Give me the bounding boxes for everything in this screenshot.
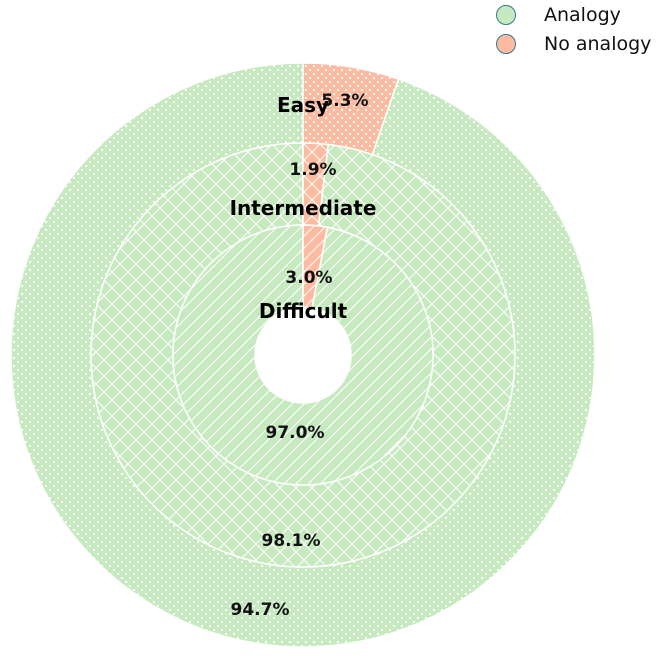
wedge-hatch-difficult-no-analogy (302, 224, 329, 309)
legend-marker-analogy (496, 4, 516, 25)
data-label-easy-analogy: 94.7% (231, 600, 290, 620)
data-label-intermediate-no-analogy: 1.9% (289, 160, 336, 180)
data-label-difficult-no-analogy: 3.0% (285, 268, 332, 288)
legend-marker-no-analogy (496, 33, 516, 54)
data-label-intermediate-analogy: 98.1% (262, 531, 321, 551)
ring-label-intermediate: Intermediate (230, 196, 377, 220)
data-label-difficult-analogy: 97.0% (266, 423, 325, 443)
data-label-easy-no-analogy: 5.3% (321, 91, 368, 111)
wedge-hatch-difficult-analogy (172, 224, 434, 486)
legend-label-no-analogy: No analogy (544, 32, 652, 55)
legend-item-no-analogy: No analogy (494, 29, 661, 58)
legend: Analogy No analogy (494, 0, 661, 58)
legend-label-analogy: Analogy (544, 3, 621, 26)
legend-item-analogy: Analogy (494, 0, 661, 29)
ring-label-easy: Easy (277, 93, 329, 117)
ring-label-difficult: Difficult (259, 299, 348, 323)
